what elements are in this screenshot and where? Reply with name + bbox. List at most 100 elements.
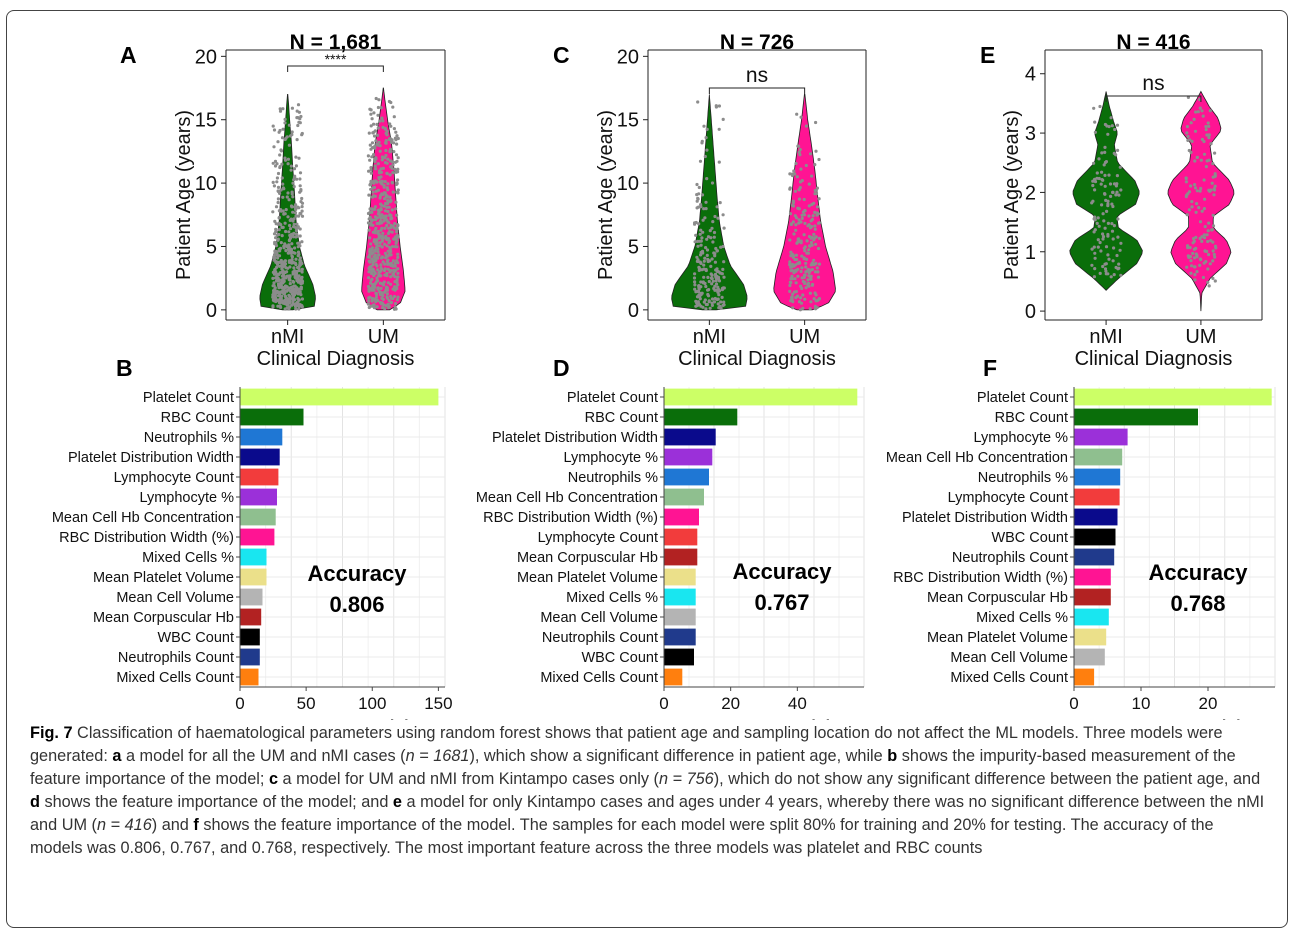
data-point [721, 267, 725, 271]
data-point [797, 144, 801, 148]
x-tick-label: 0 [1069, 694, 1078, 713]
data-point [281, 271, 285, 275]
significance-label: **** [325, 51, 347, 67]
data-point [789, 250, 793, 254]
bar-panel-b: B Platelet Count RBC Count Neutrophils % Pla… [52, 355, 453, 720]
data-point [1187, 255, 1191, 259]
data-point [284, 136, 288, 140]
data-point [716, 216, 720, 220]
y-tick-label: Neutrophils % [568, 470, 658, 486]
data-point [1191, 251, 1195, 255]
data-point [1092, 275, 1096, 279]
data-point [1207, 221, 1211, 225]
data-point [1096, 238, 1100, 242]
y-tick-label: 5 [206, 236, 217, 258]
data-point [704, 200, 708, 204]
data-point [1185, 131, 1189, 135]
data-point [705, 237, 709, 241]
data-point [294, 203, 298, 207]
y-tick-label: Lymphocyte % [973, 430, 1068, 446]
data-point [274, 227, 278, 231]
data-point [1194, 246, 1198, 250]
data-point [376, 113, 380, 117]
data-point [1116, 217, 1120, 221]
data-point [393, 160, 397, 164]
data-point [294, 286, 298, 290]
data-point [808, 291, 813, 295]
data-point [816, 221, 821, 225]
data-point [371, 263, 375, 267]
data-point [381, 166, 385, 170]
data-point [807, 284, 811, 288]
data-point [1115, 182, 1119, 186]
data-point [711, 279, 715, 283]
data-point [383, 156, 387, 160]
data-point [389, 100, 393, 105]
data-point [711, 220, 715, 224]
data-point [279, 148, 283, 152]
data-point [299, 293, 303, 297]
data-point [293, 269, 297, 273]
data-point [1116, 235, 1120, 239]
data-point [380, 158, 384, 162]
data-point [388, 147, 393, 151]
data-point [794, 228, 798, 232]
data-point [1112, 273, 1116, 277]
caption-text: shows the feature importance of the mode… [30, 816, 1214, 857]
data-point [375, 240, 379, 244]
data-point [298, 303, 302, 307]
data-point [717, 293, 721, 297]
y-tick-label: 5 [628, 236, 639, 258]
data-point [807, 214, 811, 218]
data-point [699, 253, 703, 257]
data-point [706, 259, 710, 264]
y-tick-label: Mixed Cells Count [116, 670, 234, 686]
data-point [808, 269, 812, 273]
data-point [277, 190, 281, 194]
data-point [385, 133, 389, 137]
data-point [376, 286, 380, 290]
data-point [389, 165, 393, 169]
data-point [1110, 124, 1114, 128]
bar [1074, 608, 1109, 626]
data-point [393, 288, 397, 292]
data-point [379, 207, 383, 211]
bar [664, 468, 709, 486]
data-point [290, 130, 294, 134]
data-point [394, 130, 398, 134]
figure-caption: Fig. 7 Classification of haematological … [30, 722, 1270, 860]
data-point [788, 172, 792, 176]
data-point [383, 209, 387, 213]
data-point [714, 105, 719, 109]
data-point [1102, 219, 1106, 223]
data-point [813, 188, 817, 193]
data-point [1184, 176, 1188, 180]
y-tick-label: RBC Distribution Width (%) [483, 510, 658, 526]
data-point [277, 130, 281, 134]
data-point [280, 267, 284, 271]
data-point [393, 269, 397, 273]
data-point [385, 171, 389, 176]
data-point [295, 138, 299, 142]
y-tick-label: RBC Count [995, 410, 1068, 426]
data-point [790, 172, 794, 176]
x-tick-label: 150 [424, 694, 452, 713]
data-point [272, 299, 276, 303]
data-point [368, 236, 372, 240]
data-point [375, 276, 379, 280]
y-tick-label: Mean Platelet Volume [927, 630, 1068, 646]
data-point [295, 222, 299, 226]
data-point [276, 256, 280, 260]
data-point [794, 223, 798, 227]
data-point [293, 211, 298, 215]
data-point [1213, 184, 1217, 188]
data-point [372, 130, 376, 134]
data-point [698, 159, 703, 163]
data-point [292, 280, 296, 284]
data-point [1103, 184, 1107, 188]
data-point [1198, 236, 1202, 241]
data-point [1091, 179, 1095, 183]
caption-sample-size: n = 756 [658, 770, 714, 788]
data-point [294, 164, 298, 168]
data-point [272, 289, 276, 293]
